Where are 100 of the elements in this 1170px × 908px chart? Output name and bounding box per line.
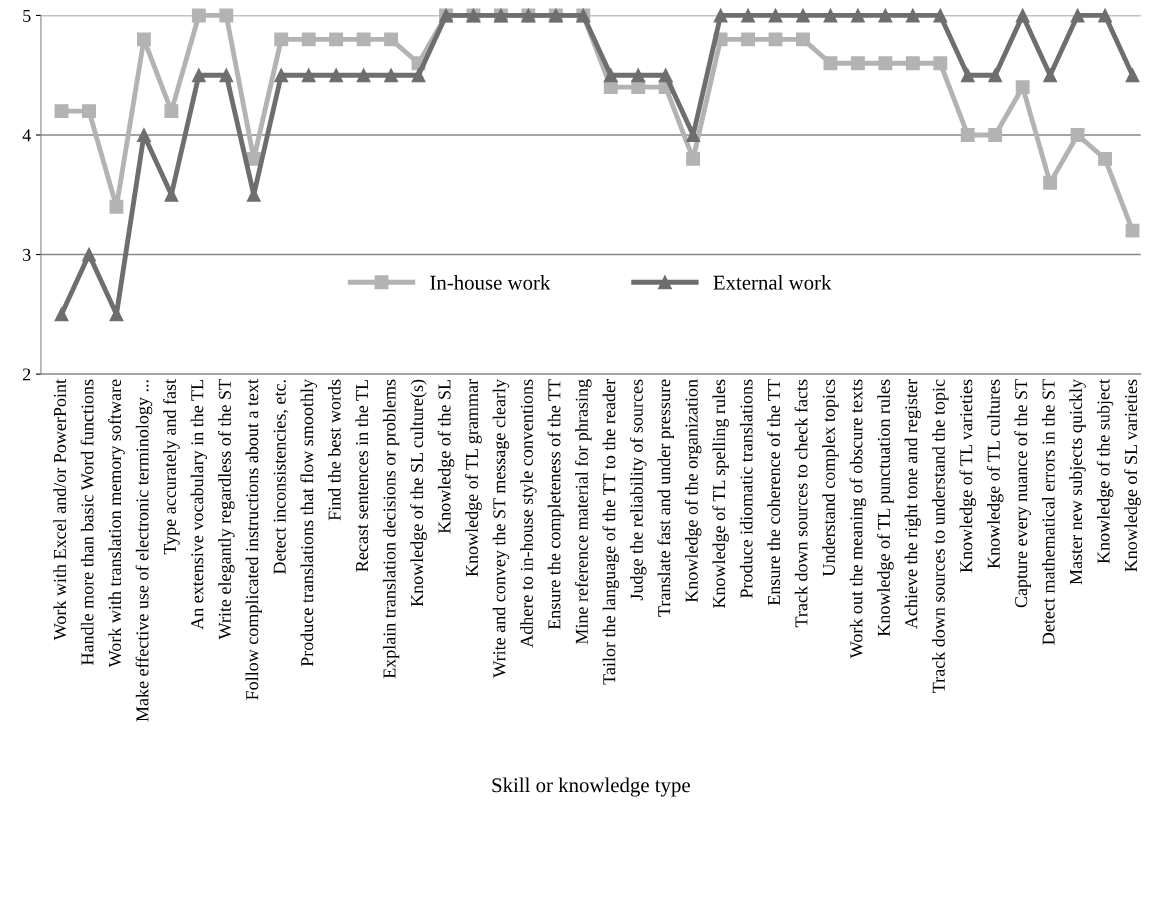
x-tick-label: Knowledge of the SL [437, 380, 455, 534]
x-tick-label: Handle more than basic Word functions [80, 379, 94, 665]
point [768, 32, 783, 47]
x-tick-label: Master new subjects quickly [1069, 379, 1086, 585]
point [329, 32, 344, 47]
y-tick-label: 5 [23, 9, 31, 22]
point [603, 68, 618, 83]
x-tick-label: Work with Excel and/or PowerPoint [53, 379, 67, 641]
point [1015, 80, 1030, 95]
point [1125, 68, 1140, 83]
point [823, 8, 838, 23]
x-tick-label: Translate fast and under pressure [657, 379, 674, 617]
point [960, 68, 975, 83]
point [850, 8, 865, 23]
point [1043, 68, 1058, 83]
point [1070, 8, 1085, 23]
x-tick-label: An extensive vocabulary in the TL [190, 380, 208, 630]
point [741, 32, 756, 47]
point [796, 32, 810, 47]
point [713, 8, 728, 23]
x-tick-label: Find the best words [327, 379, 341, 521]
x-tick-label: Detect mathematical errors in the ST [1041, 379, 1055, 645]
x-tick-label: Knowledge of the subject [1096, 379, 1114, 564]
x-tick-label: Judge the reliability of sources [629, 379, 647, 601]
x-tick-label: Knowledge of TL spelling rules [712, 379, 729, 609]
point [136, 32, 151, 47]
point [1098, 8, 1112, 23]
point [988, 68, 1003, 83]
point [905, 8, 920, 23]
point [54, 307, 69, 322]
point [878, 56, 893, 71]
point [384, 32, 399, 47]
legend-label: In-house work [430, 275, 551, 290]
x-tick-label: Work out the meaning of obscure texts [849, 379, 867, 659]
y-tick-label: 3 [23, 248, 31, 261]
point [191, 8, 206, 23]
point [878, 8, 893, 23]
x-tick-label: Knowledge of SL varieties [1124, 379, 1141, 572]
point [191, 68, 206, 83]
point [905, 56, 920, 71]
x-tick-label: Write and convey the ST message clearly [492, 379, 510, 678]
point [933, 8, 948, 23]
point [960, 128, 975, 142]
x-tick-label: Make effective use of electronic terminology ... [135, 380, 153, 722]
point [850, 56, 865, 71]
x-tick-label: Capture every nuance of the ST [1014, 379, 1031, 608]
x-tick-label: Explain translation decisions or problems [382, 379, 400, 679]
point [274, 68, 289, 83]
point [164, 104, 179, 119]
point [274, 32, 289, 47]
point [109, 199, 124, 214]
x-tick-label: Track down sources to check facts [794, 379, 808, 628]
point [631, 68, 646, 83]
x-tick-label: Achieve the right tone and register [904, 379, 922, 629]
point [301, 68, 316, 83]
x-tick-label: Work with translation memory software [108, 379, 125, 668]
x-tick-label: Knowledge of the organization [684, 379, 702, 603]
x-tick-label: Ensure the coherence of the TT [767, 379, 781, 606]
point [384, 68, 399, 83]
x-tick-label: Ensure the completeness of the TT [547, 379, 565, 630]
point [356, 68, 371, 83]
point [301, 32, 316, 47]
x-tick-label: Type accurately and fast [163, 379, 180, 555]
point [219, 8, 234, 23]
y-tick-label: 4 [22, 129, 31, 142]
point [741, 8, 756, 23]
point [82, 247, 96, 262]
point [1015, 8, 1030, 23]
x-tick-label: Knowledge of TL cultures [986, 379, 1004, 569]
legend-label: External work [713, 275, 832, 290]
x-tick-label: Adhere to in-house style conventions [520, 379, 537, 648]
x-tick-label: Write elegantly regardless of the ST [218, 379, 235, 640]
x-tick-label: Produce translations that flow smoothly [300, 379, 317, 667]
x-tick-label: Track down sources to understand the topic [932, 379, 949, 693]
point [136, 128, 151, 142]
x-tick-label: Knowledge of TL varieties [959, 379, 977, 573]
x-tick-label: Recast sentences in the TL [355, 380, 369, 572]
x-tick-label: Tailor the language of the TT to the reader [602, 379, 620, 685]
point [329, 68, 344, 83]
point [356, 32, 371, 47]
point [219, 68, 234, 83]
point [823, 56, 838, 71]
point [82, 104, 96, 119]
x-tick-label: Mine reference material for phrasing [574, 379, 592, 645]
x-axis-title: Skill or knowledge type [492, 777, 690, 797]
point [686, 151, 701, 166]
point [933, 56, 948, 71]
point [1098, 151, 1112, 166]
x-tick-label: Knowledge of the SL culture(s) [410, 379, 427, 607]
point [988, 128, 1003, 142]
y-tick-label: 2 [22, 368, 31, 381]
point [658, 68, 673, 83]
x-tick-label: Follow complicated instructions about a text [245, 379, 262, 700]
point [411, 68, 426, 83]
point [1043, 175, 1058, 190]
point [1125, 223, 1140, 238]
x-tick-label: Detect inconsistencies, etc. [273, 380, 289, 574]
point [54, 104, 69, 119]
x-tick-label: Understand complex topics [822, 379, 839, 577]
point [768, 8, 783, 23]
